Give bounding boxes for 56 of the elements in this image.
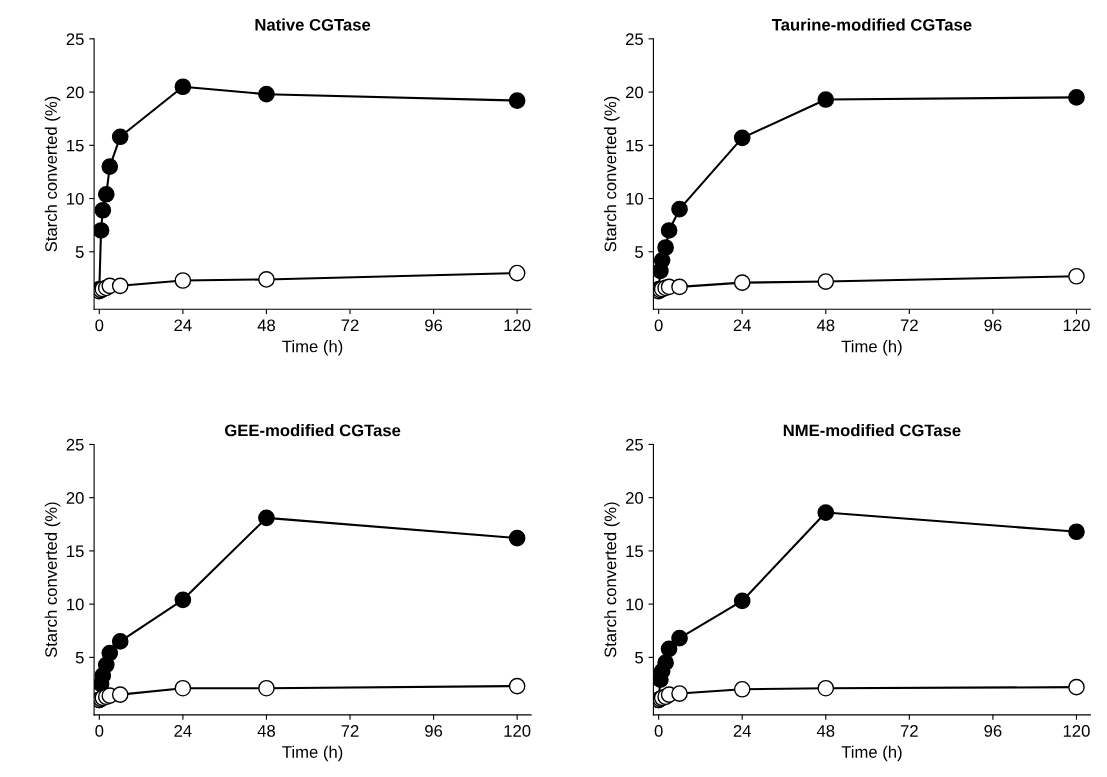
y-axis-title: Starch converted (%) [44, 502, 61, 658]
x-tick-label: 0 [95, 319, 104, 332]
y-tick-label: 15 [626, 545, 643, 558]
y-tick-label: 5 [635, 651, 643, 664]
y-tick-label: 25 [66, 438, 84, 451]
y-tick-label: 20 [66, 86, 84, 99]
x-tick-label: 24 [174, 725, 192, 737]
y-tick-label: 25 [66, 33, 84, 46]
chart-title: GEE-modified CGTase [224, 424, 401, 437]
chart-title: Native CGTase [255, 18, 371, 31]
x-axis-title: Time (h) [282, 340, 343, 356]
y-tick-label: 25 [626, 438, 643, 451]
chart-title: NME-modified CGTase [783, 424, 961, 437]
x-tick-label: 96 [425, 319, 443, 332]
y-tick-label: 10 [67, 192, 84, 205]
y-tick-label: 25 [626, 33, 643, 46]
y-tick-label: 20 [626, 492, 644, 504]
x-tick-label: 120 [504, 725, 531, 737]
y-tick-label: 20 [66, 492, 84, 504]
y-axis-title: Starch converted (%) [604, 502, 620, 658]
x-tick-label: 120 [1063, 725, 1090, 737]
y-tick-label: 10 [626, 192, 644, 205]
x-tick-label: 48 [816, 319, 835, 332]
y-tick-label: 5 [75, 246, 84, 258]
x-tick-label: 72 [341, 319, 359, 332]
x-tick-label: 24 [733, 319, 751, 332]
y-axis-title: Starch converted (%) [44, 96, 61, 252]
x-axis-title: Time (h) [841, 340, 902, 356]
x-axis-title: Time (h) [282, 745, 343, 762]
x-tick-label: 120 [1063, 319, 1090, 332]
y-tick-label: 15 [626, 139, 643, 152]
x-tick-label: 96 [984, 319, 1002, 332]
y-tick-label: 5 [635, 246, 643, 258]
x-tick-label: 96 [425, 725, 443, 737]
x-tick-label: 48 [257, 725, 275, 737]
x-tick-label: 72 [900, 725, 918, 737]
x-tick-label: 120 [504, 319, 531, 332]
x-tick-label: 48 [816, 725, 835, 737]
x-axis-title: Time (h) [841, 745, 902, 762]
x-tick-label: 72 [341, 725, 359, 737]
y-tick-label: 20 [626, 86, 644, 99]
x-tick-label: 0 [95, 725, 104, 737]
chart-title: Taurine-modified CGTase [771, 18, 972, 31]
y-tick-label: 10 [626, 598, 644, 611]
x-tick-label: 24 [174, 319, 192, 332]
y-tick-label: 15 [67, 545, 84, 558]
y-tick-label: 10 [67, 598, 84, 611]
x-tick-label: 24 [733, 725, 751, 737]
x-tick-label: 72 [900, 319, 918, 332]
x-tick-label: 0 [654, 725, 663, 737]
x-tick-label: 48 [257, 319, 275, 332]
y-axis-title: Starch converted (%) [604, 96, 620, 252]
y-tick-label: 15 [67, 139, 84, 152]
x-tick-label: 96 [984, 725, 1002, 737]
x-tick-label: 0 [654, 319, 663, 332]
y-tick-label: 5 [75, 651, 84, 664]
